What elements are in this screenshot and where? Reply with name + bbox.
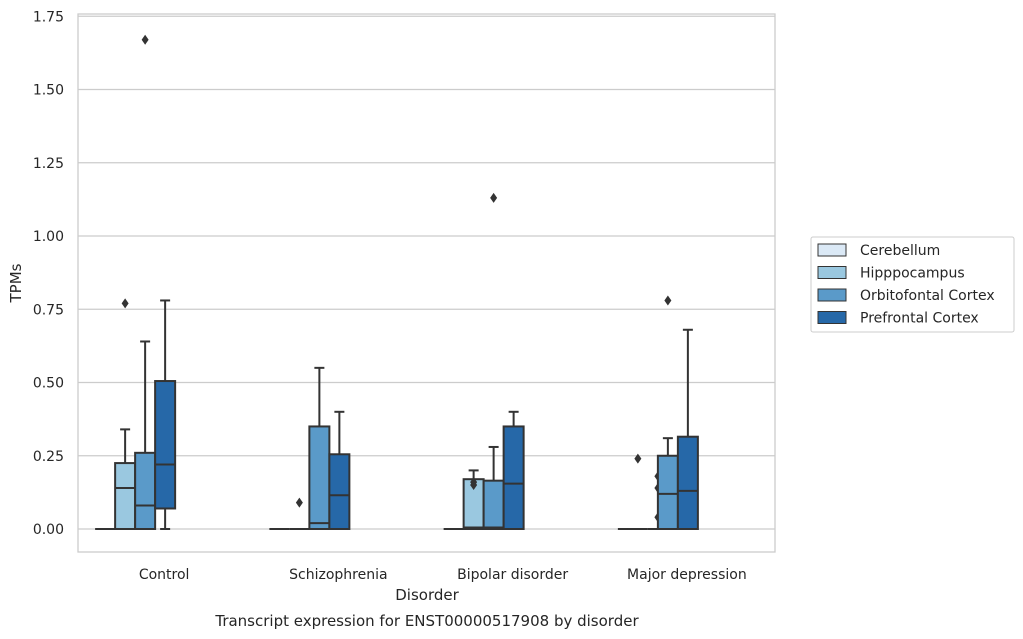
y-tick-label: 0.75 [33, 302, 64, 318]
y-tick-label: 1.75 [33, 9, 64, 25]
box [114, 298, 137, 531]
x-tick-label: Schizophrenia [289, 567, 387, 583]
y-axis-ticks: 0.00 0.25 0.50 0.75 1.00 1.25 1.50 1.75 [33, 9, 64, 538]
box-body [328, 453, 351, 530]
y-tick-label: 1.50 [33, 83, 64, 99]
x-axis-ticks: Control Schizophrenia Bipolar disorder Majo… [139, 567, 747, 583]
box [656, 295, 679, 530]
outlier-point [664, 295, 672, 306]
box-body [502, 425, 525, 531]
box-body [114, 462, 137, 531]
y-tick-label: 1.00 [33, 229, 64, 245]
legend-swatch [817, 311, 847, 324]
legend-frame [810, 236, 1015, 333]
box-body [134, 451, 157, 531]
box [627, 453, 648, 530]
legend-swatch [817, 266, 847, 279]
legend-label: Orbitofontal Cortex [860, 288, 995, 304]
box [502, 410, 525, 531]
box [676, 328, 699, 530]
legend-label: Hipppocampus [860, 266, 965, 282]
y-tick-label: 0.25 [33, 449, 64, 465]
legend-label: Cerebellum [860, 243, 940, 259]
legend-swatch [817, 243, 847, 257]
outlier-point [634, 453, 642, 464]
outlier-point [141, 34, 149, 45]
boxes-layer [95, 34, 699, 531]
outlier-point [295, 497, 303, 508]
x-tick-label: Bipolar disorder [457, 567, 568, 583]
box [134, 34, 157, 531]
box [289, 497, 310, 530]
y-tick-label: 0.00 [33, 522, 64, 538]
box-body [656, 454, 679, 530]
y-tick-label: 1.25 [33, 156, 64, 172]
box [482, 192, 505, 530]
box [462, 469, 485, 531]
box [328, 410, 351, 530]
outlier-point [121, 298, 129, 309]
gridlines [78, 15, 775, 530]
plot-area-frame [77, 13, 776, 553]
legend-label: Prefrontal Cortex [860, 311, 979, 327]
outlier-point [490, 192, 498, 203]
box-body [482, 479, 505, 530]
box-body [676, 435, 699, 530]
legend-swatch [817, 288, 847, 302]
x-tick-label: Major depression [627, 567, 747, 583]
legend: Cerebellum Hipppocampus Orbitofontal Corte… [810, 236, 1015, 333]
x-tick-label: Control [139, 567, 190, 583]
box [154, 299, 177, 530]
y-axis-title: TPMs [7, 263, 25, 303]
chart-caption: Transcript expression for ENST0000051790… [214, 612, 639, 630]
outlier-point [470, 477, 478, 488]
y-tick-label: 0.50 [33, 376, 64, 392]
box-body [154, 380, 177, 510]
x-axis-title: Disorder [395, 586, 459, 604]
box-body [308, 425, 331, 531]
box [308, 366, 331, 531]
